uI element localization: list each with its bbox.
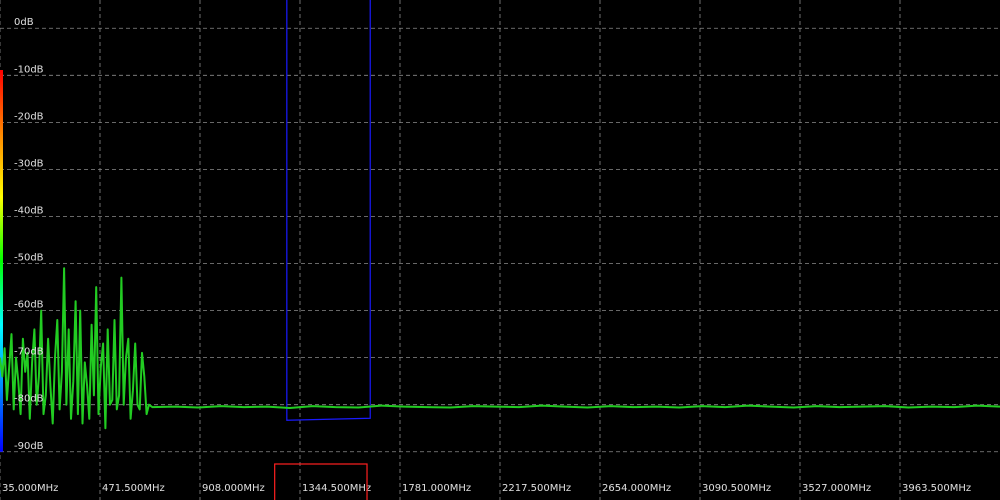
db-color-scale [0, 70, 3, 452]
x-tick-label: 471.500MHz [102, 483, 165, 494]
x-tick-label: 3527.000MHz [802, 483, 871, 494]
db-color-scale-bar [0, 70, 3, 452]
x-tick-label: 2654.000MHz [602, 483, 671, 494]
y-tick-label: 0dB [14, 17, 34, 28]
y-tick-label: -10dB [14, 64, 44, 75]
x-tick-label: 908.000MHz [202, 483, 265, 494]
y-tick-label: -40dB [14, 205, 44, 216]
y-tick-label: -70dB [14, 347, 44, 358]
y-tick-label: -90dB [14, 441, 44, 452]
y-tick-label: -20dB [14, 111, 44, 122]
x-tick-label: 3963.500MHz [902, 483, 971, 494]
filter-passband-outline [286, 0, 371, 421]
frequency-marker-rect [274, 463, 368, 500]
y-axis-labels: 0dB -10dB -20dB -30dB -40dB -50dB -60dB -70dB -8… [14, 17, 44, 452]
filter-passband[interactable] [286, 0, 371, 421]
x-tick-label: 3090.500MHz [702, 483, 771, 494]
x-tick-label: 2217.500MHz [502, 483, 571, 494]
x-tick-label: 1781.000MHz [402, 483, 471, 494]
spectrum-trace [0, 267, 1000, 430]
y-tick-label: -80dB [14, 394, 44, 405]
x-axis-labels: 35.000MHz 471.500MHz 908.000MHz 1344.500MHz… [2, 483, 971, 494]
frequency-marker-box[interactable] [274, 463, 368, 500]
y-tick-label: -30dB [14, 158, 44, 169]
y-tick-label: -60dB [14, 300, 44, 311]
x-tick-label: 1344.500MHz [302, 483, 371, 494]
spectrum-trace-line [0, 267, 1000, 430]
x-tick-label: 35.000MHz [2, 483, 58, 494]
y-tick-label: -50dB [14, 253, 44, 264]
